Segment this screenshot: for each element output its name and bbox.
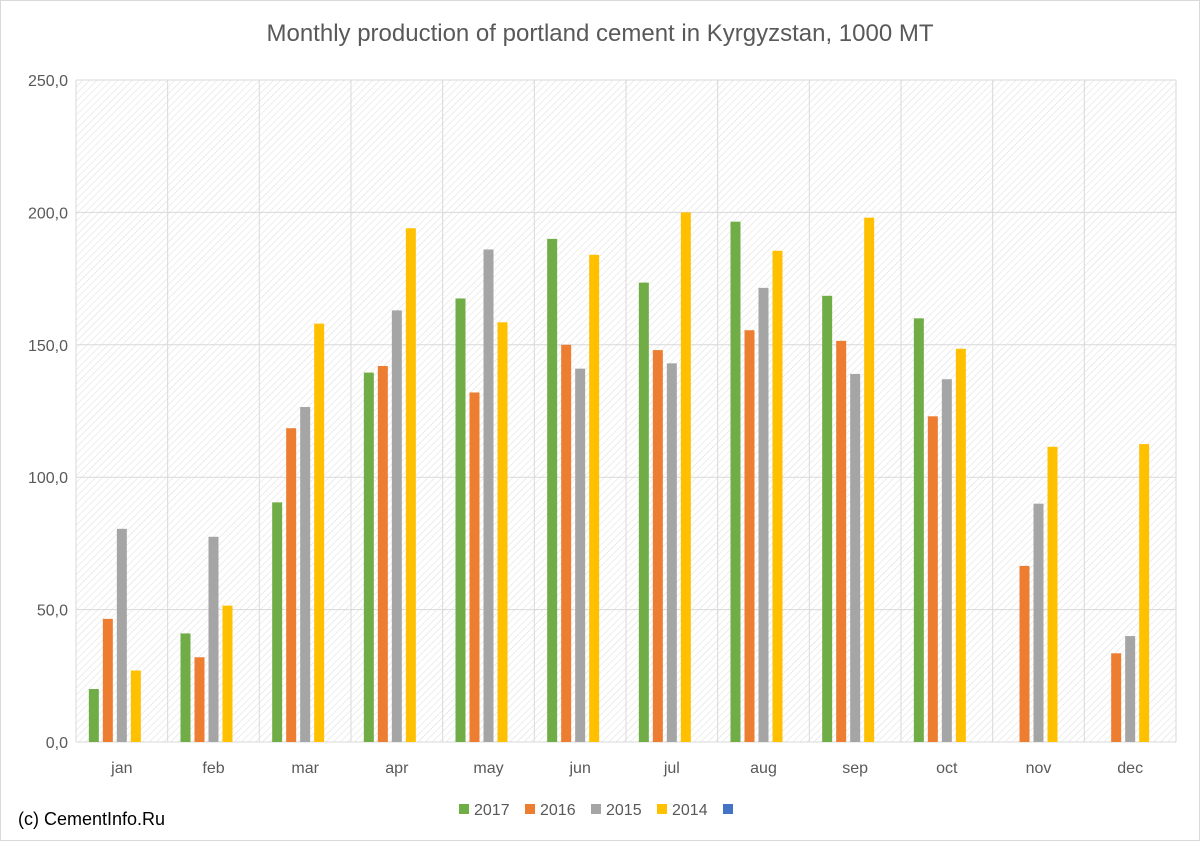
bar-2016-apr	[377, 365, 388, 742]
bar-2015-may	[483, 249, 494, 743]
bar-2014-oct	[955, 348, 966, 742]
x-tick-label: feb	[202, 760, 224, 777]
bar-2015-mar	[300, 407, 311, 742]
legend-swatch	[525, 804, 535, 814]
bar-2017-jan	[88, 689, 99, 742]
x-tick-label: dec	[1117, 760, 1143, 777]
legend-swatch	[657, 804, 667, 814]
legend-swatch	[591, 804, 601, 814]
bar-2014-aug	[772, 250, 783, 742]
x-tick-label: jul	[663, 760, 680, 777]
y-tick-label: 150,0	[28, 338, 68, 355]
bar-2014-apr	[405, 228, 416, 743]
bar-2014-jun	[589, 254, 600, 742]
legend-swatch	[723, 804, 733, 814]
bar-2015-nov	[1033, 503, 1044, 742]
bar-2015-sep	[850, 373, 861, 742]
legend-swatch	[459, 804, 469, 814]
bar-2016-nov	[1019, 565, 1030, 742]
bar-2016-jun	[561, 344, 572, 742]
bar-2015-feb	[208, 536, 219, 742]
y-tick-label: 0,0	[46, 735, 68, 752]
bar-2014-jan	[130, 670, 141, 742]
bar-2016-sep	[836, 340, 847, 742]
bar-2014-dec	[1139, 444, 1150, 742]
legend-label: 2017	[474, 802, 510, 819]
bar-2015-oct	[941, 379, 952, 742]
x-tick-label: apr	[385, 760, 409, 777]
y-tick-label: 250,0	[28, 73, 68, 90]
x-tick-label: aug	[750, 760, 777, 777]
x-tick-label: sep	[842, 760, 868, 777]
bar-2015-dec	[1125, 636, 1136, 742]
bar-2016-mar	[286, 428, 297, 742]
bar-2017-oct	[913, 318, 924, 742]
bar-2017-jul	[638, 282, 649, 742]
bar-2016-feb	[194, 657, 205, 742]
y-tick-label: 50,0	[37, 603, 68, 620]
source-credit: (c) CementInfo.Ru	[18, 809, 166, 829]
x-tick-label: mar	[291, 760, 319, 777]
bar-2014-mar	[314, 323, 325, 742]
y-tick-label: 200,0	[28, 205, 68, 222]
bar-2017-may	[455, 298, 466, 742]
bar-2014-feb	[222, 605, 233, 742]
bar-2014-may	[497, 322, 508, 742]
x-tick-label: nov	[1026, 760, 1052, 777]
legend-label: 2015	[606, 802, 642, 819]
legend-label: 2016	[540, 802, 576, 819]
bar-2017-apr	[363, 372, 374, 742]
bar-2016-jan	[102, 618, 113, 742]
bar-2014-nov	[1047, 446, 1058, 742]
x-tick-label: may	[473, 760, 503, 777]
y-tick-label: 100,0	[28, 470, 68, 487]
x-tick-label: oct	[936, 760, 958, 777]
bar-2016-dec	[1111, 653, 1122, 742]
bar-2015-jan	[116, 528, 127, 742]
chart-title: Monthly production of portland cement in…	[266, 20, 934, 47]
bar-2016-may	[469, 392, 480, 742]
bar-2015-jul	[666, 363, 677, 742]
bar-2016-oct	[927, 416, 938, 742]
bar-2017-feb	[180, 633, 191, 742]
bar-2016-jul	[652, 350, 663, 742]
bar-2017-jun	[547, 238, 558, 742]
bar-2017-mar	[272, 502, 283, 742]
bar-2015-apr	[391, 310, 402, 742]
legend-label: 2014	[672, 802, 708, 819]
bar-2014-jul	[680, 212, 691, 742]
bar-2014-sep	[864, 217, 875, 743]
bar-2017-sep	[822, 295, 833, 742]
x-tick-label: jan	[110, 760, 132, 777]
bar-2017-aug	[730, 221, 741, 743]
bar-2016-aug	[744, 330, 755, 742]
x-tick-label: jun	[568, 760, 590, 777]
bar-2015-jun	[575, 368, 586, 742]
bar-2015-aug	[758, 287, 769, 742]
